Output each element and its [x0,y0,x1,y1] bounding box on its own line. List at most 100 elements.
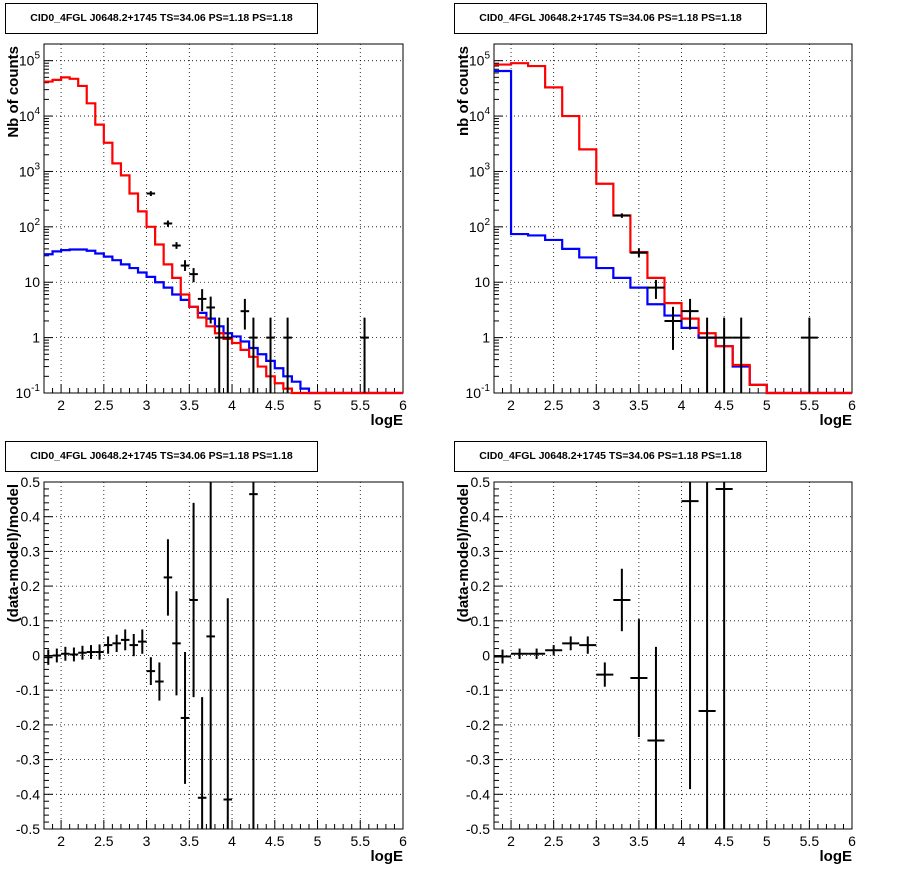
data-point [596,662,614,687]
x-tick-label: 6 [399,833,407,849]
data-point [613,568,631,632]
data-point [180,260,190,271]
data-point [52,648,62,663]
data-point [103,636,113,654]
data-point [189,268,198,283]
x-tick-label: 4 [678,833,686,849]
y-tick-label: 105 [19,51,41,69]
data-point [95,644,104,660]
data-point [138,629,147,654]
data-point [44,649,53,665]
y-tick-label: 10-1 [466,383,491,401]
data-point [69,647,79,662]
x-tick-label: 5 [763,397,771,413]
x-tick-label: 5 [314,397,322,413]
y-tick-label: 10 [474,274,490,290]
x-tick-label: 5.5 [800,397,820,413]
x-tick-label: 4.5 [714,397,734,413]
source-histogram [44,248,403,395]
data-point [249,317,258,393]
data-point [647,646,665,829]
x-tick-label: 2.5 [544,397,564,413]
y-tick-label: 104 [19,106,41,124]
data-point [214,317,224,393]
title-panel-2: CID0_4FGL J0648.2+1745 TS=34.06 PS=1.18 … [454,3,767,34]
title-panel-1: CID0_4FGL J0648.2+1745 TS=34.06 PS=1.18 … [5,3,318,34]
data-point [681,298,699,330]
data-point [189,502,198,698]
y-tick-label: 0.2 [471,578,491,594]
y-axis-label: nb of counts [455,46,472,136]
y-tick-label: 0.1 [21,613,41,629]
x-tick-label: 5 [763,833,771,849]
y-tick-label: -0.3 [466,752,490,768]
data-point [146,657,156,685]
data-point [61,646,70,661]
data-point [613,213,631,218]
y-tick-label: 0.5 [471,474,491,490]
data-point [120,629,130,651]
x-tick-label: 4.5 [265,833,285,849]
data-point [172,591,181,696]
data-point [112,634,121,653]
data-point [78,645,87,660]
x-tick-label: 3.5 [629,833,649,849]
data-point [180,652,190,784]
data-point [163,220,173,227]
title-panel-4: CID0_4FGL J0648.2+1745 TS=34.06 PS=1.18 … [454,441,767,472]
x-tick-label: 2.5 [94,397,114,413]
y-tick-label: 0 [32,648,40,664]
data-point [630,619,648,738]
y-tick-label: 0.3 [471,543,491,559]
data-point [86,645,96,659]
y-tick-label: 103 [19,161,41,179]
x-tick-label: 5 [314,833,322,849]
data-point [266,317,275,393]
y-tick-label: 10-1 [16,383,41,401]
data-point [562,636,580,651]
panel-2: 2 2.5 3 3.5 4 4.5 5 5.5 6 10-1 1 10 102 103 104 105 logE… [455,43,856,429]
y-tick-label: 1 [482,330,490,346]
y-tick-label: 104 [469,106,491,124]
x-tick-label: 2 [57,833,65,849]
x-tick-label: 2 [57,397,65,413]
y-tick-label: -0.3 [16,752,40,768]
model-histogram [44,76,403,395]
y-axis-label: (data-model)/model [5,484,22,622]
y-axis-label: (data-model)/model [455,484,472,622]
x-tick-label: 5.5 [351,833,371,849]
x-tick-label: 4.5 [714,833,734,849]
data-point [511,648,529,659]
data-point [579,636,597,654]
y-tick-label: 102 [19,217,41,235]
data-point [283,317,292,393]
y-tick-label: -0.4 [16,786,40,802]
data-point [528,648,546,659]
x-tick-label: 3.5 [629,397,649,413]
x-tick-label: 5.5 [800,833,820,849]
data-point [494,649,512,664]
data-point [681,482,699,790]
x-axis-label: logE [371,848,404,865]
data-point [698,482,716,829]
y-tick-label: -0.5 [466,821,490,837]
data-point [206,482,215,829]
y-tick-label: 0 [482,648,490,664]
x-tick-label: 3 [592,397,600,413]
y-tick-label: -0.1 [16,682,40,698]
data-point [206,296,215,324]
x-tick-label: 6 [399,397,407,413]
panel-1: 2 2.5 3 3.5 4 4.5 5 5.5 6 10-1 1 10 102 103 104 105 logE… [5,43,407,429]
y-tick-label: -0.5 [16,821,40,837]
data-point [732,317,750,393]
data-point [197,289,207,312]
y-tick-label: -0.1 [466,682,490,698]
data-point [155,662,164,701]
data-point [698,317,716,393]
x-tick-label: 2 [507,833,515,849]
data-point [146,191,156,197]
x-axis-label: logE [820,412,853,429]
data-point [360,317,369,393]
y-tick-label: 10 [24,274,40,290]
